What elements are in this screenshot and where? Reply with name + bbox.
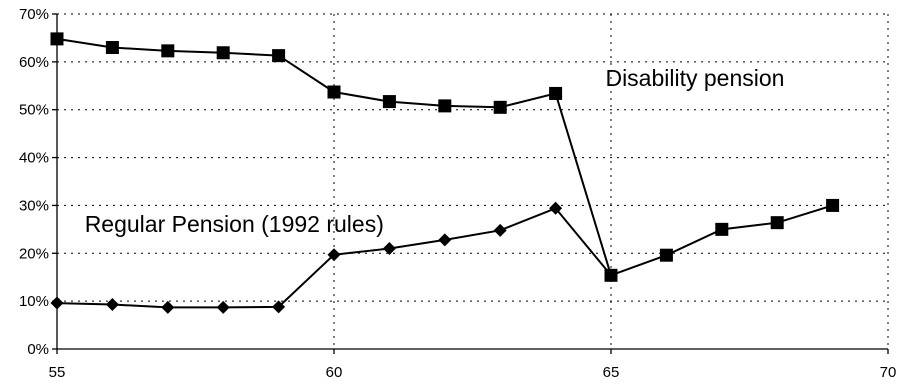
y-tick-label: 70% (19, 6, 49, 23)
square-marker (272, 49, 286, 63)
diamond-marker (327, 248, 341, 262)
x-tick-label: 55 (49, 364, 66, 381)
square-marker (161, 44, 175, 58)
diamond-marker (382, 242, 396, 255)
square-marker (493, 100, 507, 114)
square-marker (327, 85, 341, 99)
square-marker (549, 86, 563, 100)
diamond-marker (549, 201, 563, 215)
square-marker (50, 32, 64, 46)
x-tick-label: 60 (326, 364, 343, 381)
diamond-marker (50, 296, 64, 310)
y-tick-label: 40% (19, 150, 49, 167)
annotation-label: Disability pension (605, 65, 784, 91)
x-tick-label: 70 (880, 364, 897, 381)
square-marker (216, 46, 230, 60)
diamond-marker (604, 268, 618, 282)
diamond-marker (105, 297, 119, 311)
square-marker (770, 216, 784, 230)
axes (52, 13, 889, 354)
y-tick-label: 60% (19, 54, 49, 71)
square-marker (659, 248, 673, 262)
y-tick-label: 50% (19, 102, 49, 119)
square-marker (438, 99, 452, 113)
annotations: Disability pension Regular Pension (1992 … (85, 65, 785, 237)
square-marker (105, 41, 119, 54)
square-marker (715, 222, 729, 236)
x-tick-label: 65 (603, 364, 620, 381)
y-tick-label: 0% (27, 341, 49, 358)
y-tick-label: 20% (19, 245, 49, 262)
diamond-marker (438, 233, 452, 247)
diamond-marker (272, 300, 286, 314)
series-group (50, 32, 840, 314)
y-tick-label: 30% (19, 197, 49, 214)
y-tick-label: 10% (19, 293, 49, 310)
square-marker (826, 198, 840, 212)
diamond-marker (161, 300, 175, 314)
tick-labels: 0% 10% 20% 30% 40% 50% 60% 70% 55 60 65 70 (19, 6, 896, 381)
annotation-label: Regular Pension (1992 rules) (85, 211, 384, 237)
diamond-marker (493, 223, 507, 237)
diamond-marker (216, 300, 230, 314)
square-marker (382, 95, 396, 109)
